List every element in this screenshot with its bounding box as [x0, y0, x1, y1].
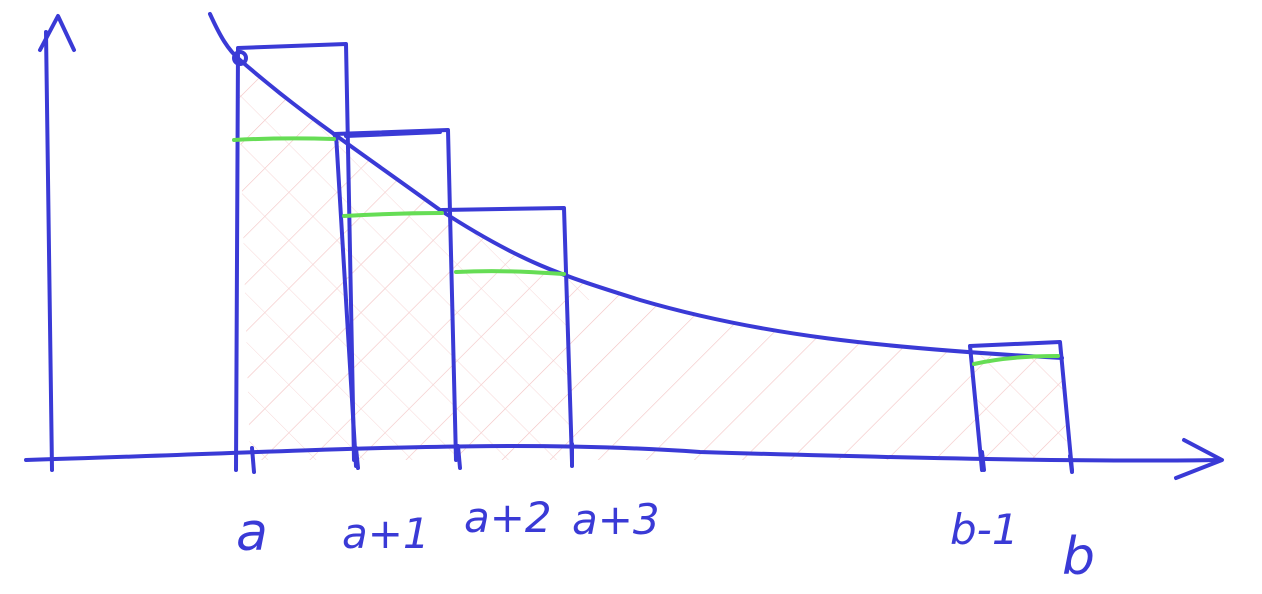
label-a: a [236, 503, 268, 563]
label-b: b [1062, 527, 1095, 587]
tick-a [250, 446, 256, 474]
highlight-line-last [972, 354, 1060, 366]
tick-a-plus-2 [456, 444, 462, 470]
rectangle-2-left [334, 132, 358, 468]
label-a-plus-3: a+3 [572, 495, 660, 544]
start-point-marker [232, 50, 248, 66]
y-axis-arrowhead [38, 14, 76, 52]
label-a-plus-1: a+1 [342, 509, 430, 558]
highlight-line-1 [232, 136, 336, 142]
label-b-minus-1: b-1 [950, 505, 1019, 554]
rectangle-last [968, 340, 1074, 472]
rectangle-3 [440, 206, 574, 464]
tick-b-minus-1 [980, 450, 986, 472]
label-a-plus-2: a+2 [464, 493, 552, 542]
area-crosshatch-last [972, 352, 1068, 460]
x-axis-arrowhead [1174, 438, 1224, 480]
highlight-line-3 [454, 269, 566, 276]
tick-b [1068, 454, 1074, 474]
tick-a-plus-1 [354, 446, 360, 470]
highlight-line-2 [342, 211, 444, 218]
rectangle-1 [234, 42, 356, 472]
y-axis [44, 30, 54, 472]
